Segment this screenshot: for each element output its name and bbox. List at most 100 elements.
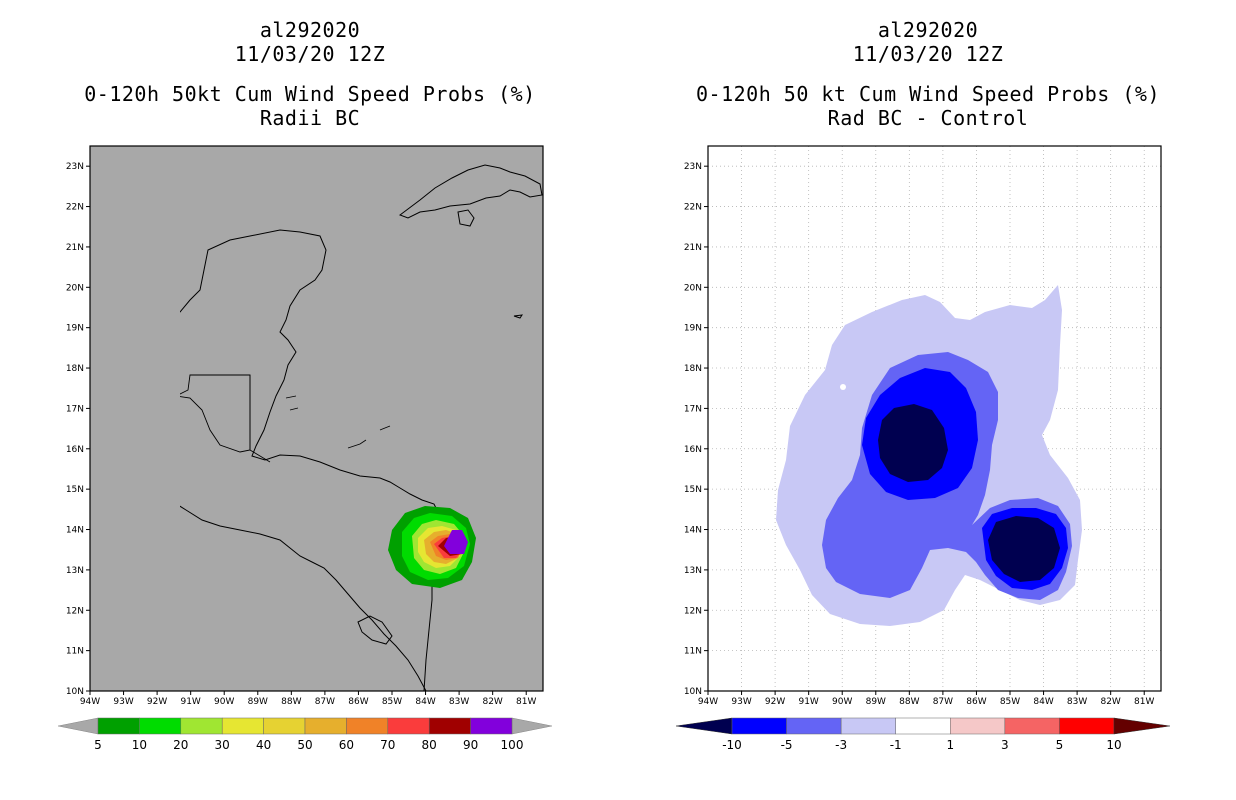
left-colorbar-label: 40 <box>256 738 271 752</box>
left-colorbar-label: 50 <box>297 738 312 752</box>
left-colorbar-swatch <box>304 717 347 735</box>
right-lon-label: 84W <box>1033 697 1053 707</box>
right-lat-label: 12N <box>684 606 702 616</box>
left-colorbar-label: 10 <box>132 738 147 752</box>
right-lon-label: 88W <box>899 697 919 707</box>
left-colorbar-label: 80 <box>422 738 437 752</box>
left-lat-label: 19N <box>66 324 84 334</box>
right-colorbar-swatch <box>731 717 787 735</box>
right-lon-label: 91W <box>798 697 818 707</box>
left-lon-label: 94W <box>80 697 100 707</box>
left-lat-label: 13N <box>66 566 84 576</box>
left-lon-label: 82W <box>482 697 502 707</box>
left-colorbar-label: 100 <box>501 738 524 752</box>
right-lat-axis: 10N 11N 12N 13N 14N 15N 16N 17N 18N 19N 20N 21N 22N 2… <box>684 162 708 697</box>
right-colorbar-high-arrow <box>1113 717 1171 735</box>
left-colorbar-low-arrow <box>57 717 99 735</box>
left-map-panel: 10N 11N 12N 13N 14N 15N 16N 17N 18N 19N 20N 21N 22N 2… <box>66 145 544 707</box>
left-lon-label: 91W <box>180 697 200 707</box>
right-colorbar: -10 -5 -3 -1 1 3 5 10 <box>675 717 1171 752</box>
right-lat-label: 21N <box>684 243 702 253</box>
left-lon-label: 92W <box>147 697 167 707</box>
left-lat-label: 17N <box>66 404 84 414</box>
right-colorbar-label: 5 <box>1056 738 1064 752</box>
left-colorbar-swatch <box>346 717 389 735</box>
left-colorbar-label: 60 <box>339 738 354 752</box>
right-lat-label: 14N <box>684 526 702 536</box>
right-lon-label: 89W <box>866 697 886 707</box>
right-colorbar-label: -10 <box>722 738 742 752</box>
left-colorbar-high-arrow <box>511 717 553 735</box>
right-lat-label: 11N <box>684 647 702 657</box>
left-map-background <box>90 146 543 691</box>
left-colorbar-swatch <box>139 717 182 735</box>
left-lat-label: 10N <box>66 687 84 697</box>
right-colorbar-swatch <box>840 717 896 735</box>
left-colorbar-swatch <box>97 717 140 735</box>
left-colorbar-label: 70 <box>380 738 395 752</box>
right-colorbar-swatch <box>950 717 1006 735</box>
right-subtitle: Rad BC - Control <box>827 106 1029 130</box>
right-lon-label: 94W <box>698 697 718 707</box>
left-probability-contours <box>388 506 476 588</box>
left-colorbar-swatch <box>387 717 430 735</box>
right-lon-label: 86W <box>966 697 986 707</box>
left-colorbar-swatch <box>263 717 306 735</box>
left-colorbar: 5 10 20 30 40 50 60 70 80 90 100 <box>57 717 553 752</box>
right-lat-label: 20N <box>684 283 702 293</box>
left-lat-label: 23N <box>66 162 84 172</box>
right-lat-label: 13N <box>684 566 702 576</box>
right-storm-id: al292020 <box>877 18 979 42</box>
right-difference-contours <box>776 285 1082 626</box>
right-map-panel: 10N 11N 12N 13N 14N 15N 16N 17N 18N 19N 20N 21N 22N 2… <box>684 145 1162 707</box>
right-colorbar-label: 3 <box>1001 738 1009 752</box>
left-lon-label: 85W <box>382 697 402 707</box>
right-colorbar-label: -3 <box>835 738 847 752</box>
right-map-frame <box>707 145 1162 692</box>
left-colorbar-label: 90 <box>463 738 478 752</box>
right-colorbar-label: -1 <box>890 738 902 752</box>
right-lon-label: 81W <box>1134 697 1154 707</box>
right-product-title: 0-120h 50 kt Cum Wind Speed Probs (%) <box>695 82 1161 106</box>
right-lon-axis: 94W 93W 92W 91W 90W 89W 88W 87W 86W 85W 84W 83W 82W 8… <box>698 691 1154 707</box>
right-lon-label: 83W <box>1067 697 1087 707</box>
right-colorbar-swatch <box>895 717 951 735</box>
right-lat-label: 17N <box>684 404 702 414</box>
left-lon-label: 90W <box>214 697 234 707</box>
right-colorbar-label: 1 <box>946 738 954 752</box>
left-date: 11/03/20 12Z <box>234 42 386 66</box>
right-colorbar-swatch <box>1059 717 1115 735</box>
right-lat-label: 23N <box>684 162 702 172</box>
left-colorbar-swatch <box>428 717 471 735</box>
left-colorbar-swatch <box>221 717 264 735</box>
left-lat-label: 18N <box>66 364 84 374</box>
left-lon-label: 89W <box>248 697 268 707</box>
right-lat-label: 22N <box>684 203 702 213</box>
left-lon-label: 81W <box>516 697 536 707</box>
left-map-frame <box>89 145 544 692</box>
left-lon-label: 83W <box>449 697 469 707</box>
left-colorbar-swatch <box>180 717 223 735</box>
left-lon-label: 93W <box>113 697 133 707</box>
left-colorbar-label: 5 <box>94 738 102 752</box>
left-lat-label: 11N <box>66 647 84 657</box>
right-lon-label: 82W <box>1100 697 1120 707</box>
left-lat-label: 20N <box>66 283 84 293</box>
left-storm-id: al292020 <box>259 18 361 42</box>
right-lon-label: 85W <box>1000 697 1020 707</box>
left-lon-label: 88W <box>281 697 301 707</box>
left-title-block: al292020 11/03/20 12Z 0-120h 50kt Cum Wi… <box>30 18 590 130</box>
right-colorbar-label: 10 <box>1106 738 1121 752</box>
left-lat-label: 14N <box>66 526 84 536</box>
left-lon-axis: 94W 93W 92W 91W 90W 89W 88W 87W 86W 85W 84W 83W 82W 8… <box>80 691 536 707</box>
left-colorbar-label: 20 <box>173 738 188 752</box>
left-lat-label: 12N <box>66 606 84 616</box>
right-lat-label: 10N <box>684 687 702 697</box>
left-lat-label: 21N <box>66 243 84 253</box>
right-title-block: al292020 11/03/20 12Z 0-120h 50 kt Cum W… <box>648 18 1208 130</box>
left-lat-label: 15N <box>66 485 84 495</box>
right-lon-label: 92W <box>765 697 785 707</box>
right-lon-label: 93W <box>731 697 751 707</box>
right-lat-label: 16N <box>684 445 702 455</box>
right-lon-label: 90W <box>832 697 852 707</box>
